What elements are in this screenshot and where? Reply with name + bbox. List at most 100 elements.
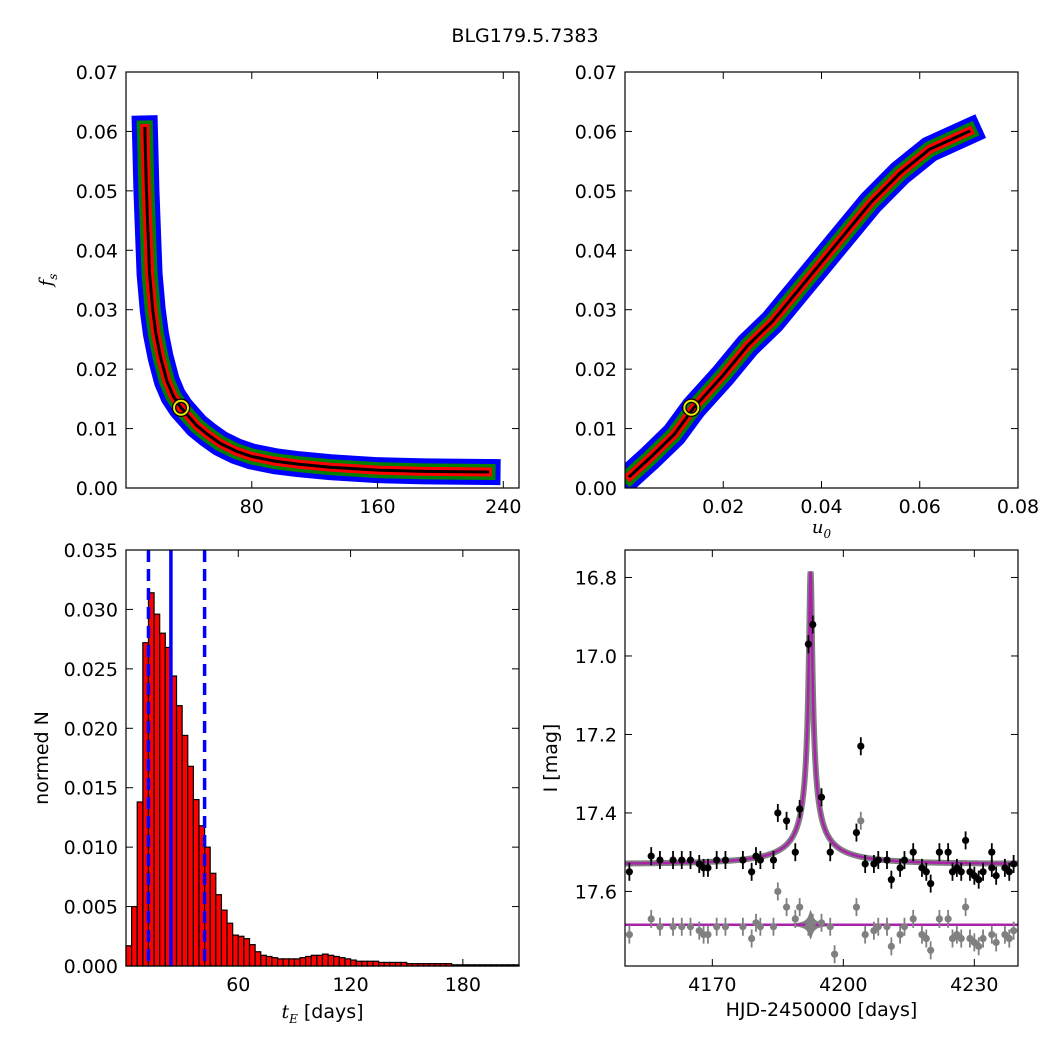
histogram-bar [338,957,346,967]
x-tick-label: 4200 [819,974,867,996]
data-point [625,868,633,876]
data-point [817,793,826,801]
x-tick-label: 240 [485,496,521,518]
histogram-bar [355,960,363,967]
x-tick-label: 0.02 [702,496,744,518]
data-point [804,640,813,648]
histogram-bar [131,905,138,967]
y-tick-label: 17.6 [575,881,617,903]
histogram-bar [265,955,273,967]
histogram-bar [125,945,133,967]
data-point [782,817,791,825]
data-point [962,836,970,845]
x-tick-label: 0.04 [800,496,842,518]
histogram-bar [366,960,374,967]
residual-point [900,923,909,931]
data-point [826,848,834,856]
y-axis-label: I [mag] [540,724,562,793]
x-axis-label: tE [days] [281,1001,363,1026]
data-point [857,742,865,750]
residual-point [774,887,782,896]
region-core [143,126,490,474]
data-point [975,876,983,884]
data-point [678,856,686,864]
data-point [852,828,861,837]
y-tick-label: 0.05 [575,181,617,203]
residual-point [957,934,965,943]
residual-point [988,931,996,939]
y-axis-label: normed N [31,711,53,805]
x-tick-label: 180 [445,974,481,996]
data-point [739,856,747,864]
y-tick-label: 0.015 [64,778,118,800]
residual-point [922,934,930,943]
y-tick-label: 0.01 [575,419,617,441]
histogram-bar [232,934,239,967]
data-point [704,864,712,872]
data-point [796,805,804,813]
y-tick-label: 0.035 [64,540,118,562]
y-tick-label: 17.4 [575,803,617,825]
data-point [656,856,664,864]
residual-point [782,903,791,911]
y-tick-label: 0.02 [575,359,617,381]
histogram-bar [159,632,166,967]
data-point [748,868,756,876]
residual-point [935,915,944,923]
y-tick-label: 0.03 [76,300,118,322]
histogram-bar [226,922,234,967]
histogram-bar [237,935,245,967]
y-tick-label: 0.000 [64,956,118,978]
data-point [988,864,996,872]
histogram-bar [220,909,228,967]
x-tick-label: 4170 [688,974,736,996]
histogram-bar [243,938,251,967]
data-point [988,848,996,856]
y-tick-label: 0.06 [575,121,617,143]
residual-point [826,923,834,931]
data-point [721,856,730,864]
residual-point [992,938,1000,947]
residual-point [887,942,895,950]
residual-point [944,915,952,923]
histogram-bar [372,960,380,967]
region-core [627,129,971,479]
panel-fs-vs-u0-group: 0.02 0.04 0.06 0.08 0.00 0.01 0.02 0.03 0.04 0.05… [575,62,1039,541]
histogram-bar [271,957,279,967]
y-tick-label: 0.010 [64,837,118,859]
y-tick-label: 0.005 [64,897,118,919]
x-axis-label: u0 [812,517,832,541]
histogram-bar [276,958,284,967]
histogram-bar [288,958,296,967]
histogram-bar [254,951,262,967]
histogram-bar [187,765,194,967]
residual-point [704,931,712,939]
histogram-bar [248,944,256,967]
residual-point [647,915,655,923]
x-axis-label: HJD-2450000 [days] [726,999,918,1021]
residual-point [686,923,695,931]
data-point [935,848,944,856]
x-tick-label: 4230 [950,974,998,996]
plot-area [625,571,1018,964]
y-tick-label: 17.0 [575,646,617,668]
best-fit-marker [683,399,700,416]
y-axis-label: fs [36,274,60,289]
y-tick-label: 0.030 [64,599,118,621]
residual-point [831,950,839,958]
data-point [927,879,935,888]
y-tick-label: 0.020 [64,718,118,740]
axes-frame [125,71,520,489]
heatmap-cells [625,114,987,488]
residual-point [883,923,891,931]
histogram-bar [192,798,200,967]
residual-point [809,919,817,927]
data-point [922,868,930,876]
residual-point [721,923,730,931]
x-tick-label: 60 [226,974,250,996]
data-point [647,852,655,860]
data-point [1010,860,1018,868]
model-curve [625,571,1018,865]
data-point [944,848,952,856]
